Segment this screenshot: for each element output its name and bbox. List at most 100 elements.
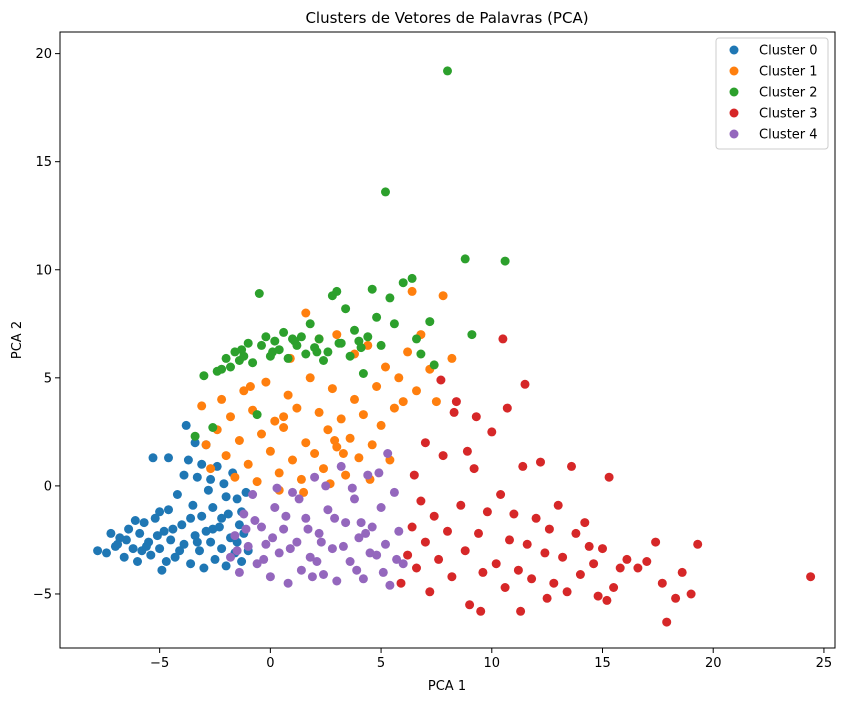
x-tick-label: 5 [377,656,385,671]
data-point [217,364,227,374]
data-point [299,487,309,497]
data-point [139,518,149,528]
data-point [498,334,508,344]
data-point [336,461,346,471]
data-point [208,524,218,534]
data-point [341,518,351,528]
data-point [252,477,262,487]
data-point [239,509,249,519]
data-point [500,256,510,266]
data-point [412,563,421,573]
data-point [622,554,632,564]
y-tick-label: 5 [44,371,52,386]
data-point [478,567,488,577]
data-point [341,304,351,314]
data-point [181,420,191,430]
data-point [476,606,486,616]
data-point [358,369,368,378]
data-point [314,528,324,538]
data-point [460,546,470,556]
data-point [462,446,472,456]
legend-marker [729,45,739,55]
data-point [520,379,530,389]
data-point [350,394,359,404]
data-point [553,500,563,510]
data-point [234,520,244,530]
series-cluster-3 [396,334,816,627]
data-point [252,559,262,569]
data-point [259,554,269,564]
data-point [206,537,216,547]
data-point [157,565,167,575]
data-point [223,509,233,519]
data-point [412,386,421,396]
data-point [381,539,390,549]
data-point [270,336,280,346]
data-point [301,308,311,318]
data-point [615,563,625,573]
legend-label: Cluster 0 [759,44,818,59]
x-axis-label: PCA 1 [428,679,466,694]
data-point [350,494,359,504]
data-point [319,464,328,474]
data-point [327,544,337,554]
data-point [270,416,280,426]
data-point [243,338,253,348]
data-point [806,572,816,582]
data-point [332,286,342,296]
data-point [310,472,320,482]
data-point [398,397,408,407]
data-point [531,513,541,523]
data-point [159,526,169,536]
legend-marker [729,108,739,118]
data-point [381,187,390,197]
data-point [671,593,681,603]
x-tick-label: 10 [484,656,501,671]
data-point [121,535,131,545]
data-point [161,557,171,566]
data-point [192,472,202,482]
data-point [374,468,384,478]
data-point [657,578,667,588]
data-point [268,347,278,357]
data-point [443,66,452,76]
data-point [279,524,289,534]
data-point [372,312,382,322]
data-point [257,340,266,350]
data-point [389,487,399,497]
data-point [438,291,448,301]
data-point [330,513,340,523]
data-point [319,570,328,579]
series-cluster-4 [226,449,408,590]
data-point [241,524,251,534]
data-point [376,503,386,512]
data-point [403,347,413,357]
data-point [130,516,140,525]
x-tick-label: 20 [705,656,722,671]
y-tick-label: 20 [35,47,52,62]
data-point [279,327,289,337]
data-point [584,541,594,551]
data-point [226,552,235,562]
data-point [197,459,207,469]
data-point [195,546,204,556]
y-tick-label: 10 [35,263,52,278]
x-axis-ticks: −5 0 5 10 15 20 25 [150,648,832,671]
data-point [250,516,260,525]
legend-label: Cluster 3 [759,107,818,122]
legend-label: Cluster 4 [759,128,818,143]
data-point [686,589,696,599]
data-point [230,472,240,482]
data-point [334,338,344,348]
data-point [124,524,134,534]
data-point [199,371,209,381]
data-point [361,528,371,538]
data-point [164,453,173,463]
data-point [217,394,227,404]
data-point [575,570,585,579]
data-point [381,362,390,372]
data-point [394,373,404,383]
legend-item-cluster-3: Cluster 3 [729,107,818,122]
data-point [177,520,187,530]
data-point [633,563,643,573]
